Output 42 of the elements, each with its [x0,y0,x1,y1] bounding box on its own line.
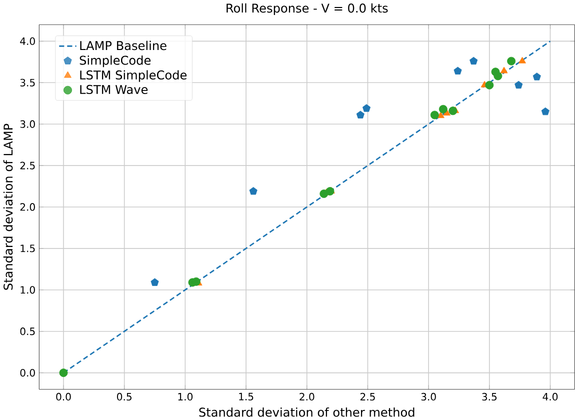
x-tick-label: 2.5 [360,392,375,400]
x-tick-label: 0.0 [56,392,71,400]
point [362,104,371,112]
point [430,110,439,120]
x-tick-label: 1.0 [178,392,193,400]
point [485,80,494,90]
point [514,80,523,89]
chart-title: Roll Response - V = 0.0 kts [226,3,388,15]
x-tick-label: 4.0 [542,392,558,400]
x-tick-label: 3.5 [482,392,497,400]
y-tick-label: 0.5 [20,327,35,336]
y-tick-label: 1.5 [20,244,35,252]
point [454,66,462,74]
point [150,278,159,286]
y-tick-label: 1.0 [20,286,35,294]
point [448,106,458,115]
y-tick-label: 0.0 [20,368,35,377]
x-axis-title: Standard deviation of other method [199,407,414,417]
x-tick-label: 2.0 [300,392,314,400]
point [438,104,448,114]
point [532,72,541,80]
legend-label: LSTM SimpleCode [80,70,187,82]
point [494,72,502,80]
legend-label: SimpleCode [80,55,151,68]
point [356,110,364,118]
point [249,186,258,195]
legend-label: LAMP Baseline [80,40,166,50]
x-tick-label: 1.5 [239,392,254,400]
y-tick-label: 3.0 [20,120,35,128]
y-tick-label: 4.0 [20,37,35,45]
point [541,107,550,116]
x-tick-label: 0.5 [117,392,132,400]
y-tick-label: 2.5 [20,162,35,170]
x-tick-label: 3.0 [421,392,436,400]
legend-label: LSTM Wave [80,84,148,94]
y-tick-label: 3.5 [20,78,35,86]
point [518,56,526,64]
point [470,56,478,64]
y-tick-label: 2.0 [20,203,35,211]
point [500,66,508,74]
y-axis-title: Standard deviation of LAMP [3,124,13,290]
point [507,56,516,66]
